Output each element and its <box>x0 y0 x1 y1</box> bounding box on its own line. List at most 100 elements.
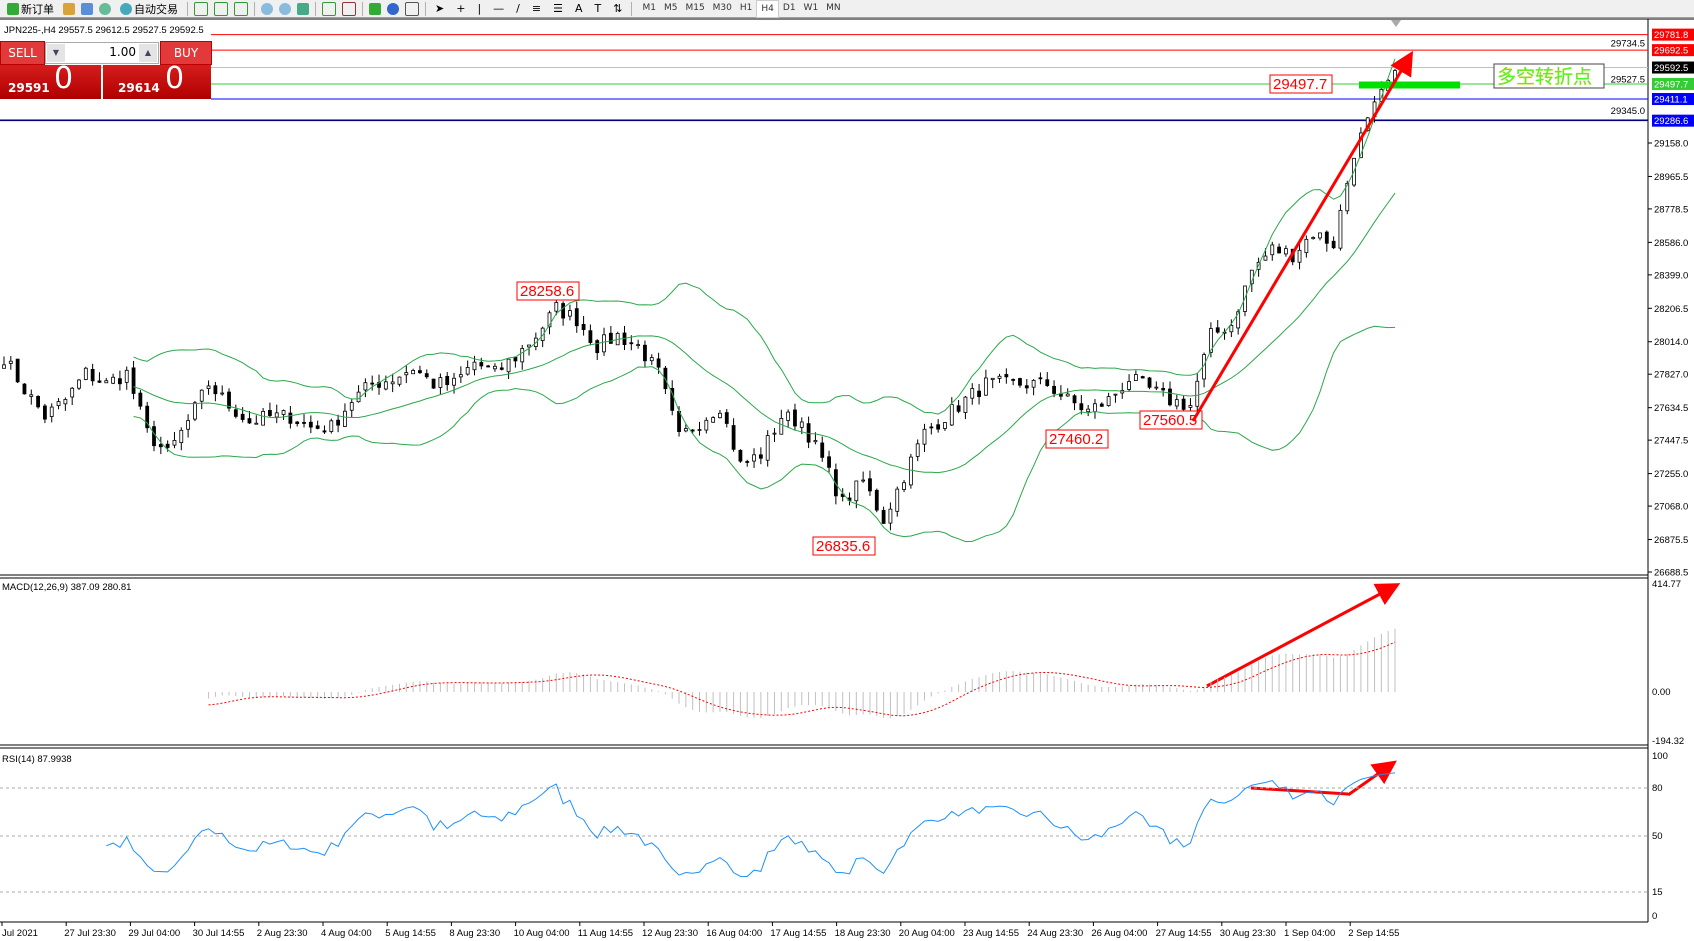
bollinger-upper <box>133 58 1396 415</box>
candle-bear <box>1004 374 1009 378</box>
price-tick-label: 28965.5 <box>1654 172 1688 183</box>
lot-size-stepper[interactable]: ▼ 1.00 ▲ <box>45 42 159 64</box>
timeframe-mn[interactable]: MN <box>826 2 841 13</box>
sell-button[interactable]: SELL <box>0 41 45 65</box>
cursor-icon[interactable]: ➤ <box>435 2 445 15</box>
rsi-axis-label: 15 <box>1652 887 1663 898</box>
time-label: 4 Aug 04:00 <box>321 928 372 939</box>
decrease-lot-button[interactable]: ▼ <box>47 44 65 62</box>
zoom-out-icon[interactable] <box>279 2 291 15</box>
trendline-icon[interactable]: / <box>516 2 520 15</box>
price-level-badge <box>1652 114 1694 127</box>
timeframe-m15[interactable]: M15 <box>685 2 705 13</box>
candle-bear <box>574 308 579 327</box>
candle-bull <box>63 399 68 405</box>
candle-bear <box>322 430 327 433</box>
rsi-line <box>106 772 1396 877</box>
candle-bull <box>206 385 211 390</box>
trend-arrow <box>1347 760 1397 797</box>
tile-windows-icon[interactable] <box>297 2 309 15</box>
timeframe-m1[interactable]: M1 <box>642 2 656 13</box>
timeframe-w1[interactable]: W1 <box>803 2 819 13</box>
one-click-trading-panel: SELL ▼ 1.00 ▲ BUY 29591 0 29614 0 <box>0 41 212 99</box>
metaeditor-icon[interactable] <box>63 2 75 15</box>
candle-bull <box>895 488 900 512</box>
buy-button[interactable]: BUY <box>160 41 212 65</box>
vertical-line-icon[interactable]: | <box>477 2 482 15</box>
candle-bull <box>438 377 443 388</box>
bar-chart-icon[interactable] <box>194 1 208 16</box>
zoom-in-icon[interactable] <box>261 2 273 15</box>
autoscroll-icon[interactable] <box>322 1 336 16</box>
price-level-badge <box>1652 61 1694 74</box>
text-label-icon[interactable]: T <box>594 2 602 15</box>
price-tick-label: 28206.5 <box>1654 304 1688 315</box>
divider <box>631 1 633 16</box>
lot-size-input[interactable]: 1.00 <box>109 45 136 59</box>
signals-icon[interactable] <box>99 2 111 15</box>
candle-bull <box>1270 244 1275 256</box>
timeframe-h4[interactable]: H4 <box>756 0 779 18</box>
candle-bear <box>793 409 797 427</box>
candle-bull <box>752 454 756 462</box>
price-tick-label: 28014.0 <box>1654 337 1688 348</box>
candle-bear <box>724 412 729 424</box>
text-icon[interactable]: A <box>574 2 583 15</box>
price-tick-label: 28586.0 <box>1654 238 1688 249</box>
candle-bull <box>506 358 511 373</box>
candle-bear <box>1099 403 1104 407</box>
fibo-fan-icon[interactable]: ☰ <box>553 2 563 15</box>
horizontal-line-icon[interactable]: — <box>493 2 505 15</box>
candle-bull <box>77 379 81 389</box>
timeframe-h1[interactable]: H1 <box>739 2 753 13</box>
price-annotation: 26835.6 <box>816 538 870 555</box>
fibonacci-icon[interactable]: ≡ <box>531 2 542 15</box>
candle-bull <box>1236 311 1241 329</box>
candle-bull <box>261 410 266 426</box>
candle-bear <box>1079 403 1084 411</box>
candle-bear <box>233 409 238 417</box>
candle-bull <box>861 479 866 482</box>
candle-bull <box>1304 238 1309 254</box>
candle-bull <box>997 375 1002 379</box>
templates-icon[interactable] <box>405 1 419 16</box>
candle-bull <box>602 334 606 353</box>
candle-bull <box>356 391 361 403</box>
line-chart-icon[interactable] <box>234 1 248 16</box>
candle-bull <box>1195 380 1200 407</box>
candle-bull <box>1133 374 1138 381</box>
buy-price[interactable]: 29614 0 <box>103 61 211 99</box>
sell-price[interactable]: 29591 0 <box>0 61 101 99</box>
candle-bull <box>1229 324 1234 333</box>
chart-shift-icon[interactable] <box>342 1 356 16</box>
macd-axis-label: -194.32 <box>1652 736 1684 747</box>
increase-lot-button[interactable]: ▲ <box>139 44 157 62</box>
candle-bear <box>1140 376 1145 379</box>
candle-bull <box>922 428 927 445</box>
auto-trading-button[interactable]: 自动交易 <box>117 1 181 17</box>
candle-bear <box>1181 398 1186 410</box>
indicators-icon[interactable] <box>369 2 381 15</box>
new-order-button[interactable]: 新订单 <box>4 1 57 17</box>
candle-bear <box>820 442 825 458</box>
candle-bull <box>349 402 354 411</box>
arrows-icon[interactable]: ⇅ <box>613 2 623 15</box>
time-label: 20 Aug 04:00 <box>899 928 955 939</box>
timeframe-m30[interactable]: M30 <box>712 2 732 13</box>
time-label: 30 Jul 14:55 <box>193 928 245 939</box>
candlestick-icon[interactable] <box>214 1 228 16</box>
candle-bull <box>636 344 641 347</box>
price-tick-label: 28778.5 <box>1654 204 1688 215</box>
divider <box>315 1 316 16</box>
candle-bull <box>56 401 61 407</box>
timeframe-d1[interactable]: D1 <box>782 2 796 13</box>
market-watch-icon[interactable] <box>81 2 93 15</box>
timeframe-m5[interactable]: M5 <box>663 2 678 13</box>
crosshair-icon[interactable]: + <box>456 2 466 15</box>
candle-bull <box>220 392 225 395</box>
price-annotation: 28258.6 <box>520 283 574 300</box>
periods-icon[interactable] <box>387 2 399 15</box>
price-annotation-box <box>1269 74 1333 94</box>
candle-bear <box>881 509 886 524</box>
